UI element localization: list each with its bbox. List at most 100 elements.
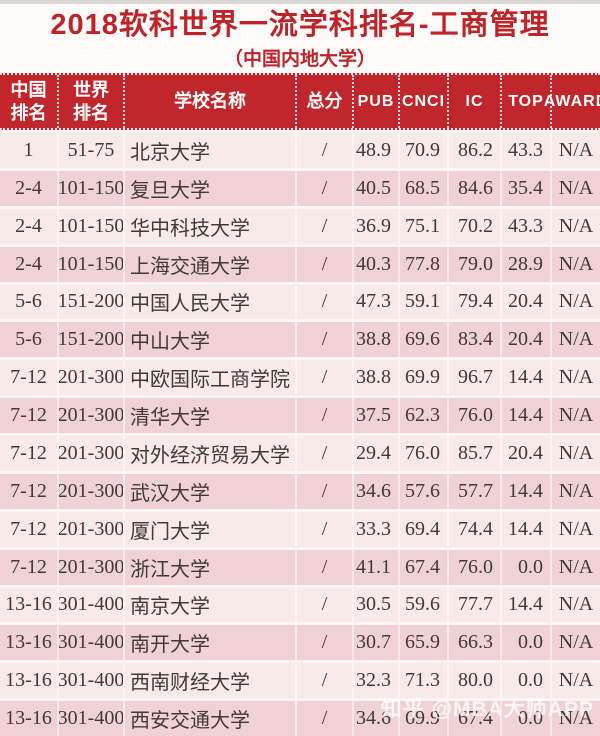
cell-ic: 85.7	[447, 436, 500, 471]
cell-top: 43.3	[500, 208, 550, 244]
page-subtitle: （中国内地大学）	[223, 48, 376, 70]
cell-total-score: /	[295, 663, 352, 699]
cell-world-rank: 201-300	[57, 511, 123, 547]
header-cnci: CNCI	[398, 75, 447, 128]
cell-top: 14.4	[500, 360, 550, 396]
table-row: 5-6 151-200 中山大学 / 38.8 69.6 83.4 20.4 N…	[0, 319, 600, 358]
cell-school-name: 北京大学	[123, 133, 295, 168]
cell-cnci: 76.0	[398, 436, 447, 471]
cell-award: N/A	[550, 701, 600, 736]
cell-award: N/A	[550, 398, 600, 433]
table-row: 7-12 201-300 对外经济贸易大学 / 29.4 76.0 85.7 2…	[0, 433, 600, 471]
cell-ic: 70.2	[447, 208, 500, 244]
header-line: 学校名称	[174, 91, 246, 112]
cell-pub: 34.6	[352, 473, 398, 509]
cell-total-score: /	[295, 436, 352, 471]
cell-pub: 38.8	[352, 360, 398, 396]
cell-pub: 47.3	[352, 284, 398, 320]
cell-school-name: 复旦大学	[123, 170, 295, 206]
cell-total-score: /	[295, 549, 352, 585]
cell-total-score: /	[295, 701, 352, 736]
cell-cn-rank: 1	[23, 138, 34, 161]
cell-pub: 48.9	[352, 133, 398, 168]
cell-world-rank: 301-400	[57, 663, 123, 699]
cell-award: N/A	[550, 587, 600, 623]
cell-ic: 79.4	[447, 284, 500, 320]
cell-top: 20.4	[500, 322, 550, 358]
table-row: 7-12 201-300 中欧国际工商学院 / 38.8 69.9 96.7 1…	[0, 357, 600, 396]
cell-award: N/A	[550, 133, 600, 168]
cell-world-rank: 201-300	[57, 398, 123, 433]
cell-cn-rank: 13-16	[5, 669, 52, 692]
cell-world-rank: 151-200	[57, 322, 123, 358]
cell-world-rank: 201-300	[57, 473, 123, 509]
header-line: 排名	[10, 102, 47, 123]
cell-pub: 34.6	[352, 701, 398, 736]
cell-award: N/A	[550, 360, 600, 396]
cell-cn-rank: 13-16	[5, 631, 52, 654]
table-row: 13-16 301-400 西南财经大学 / 32.3 71.3 80.0 0.…	[0, 660, 600, 699]
cell-ic: 76.0	[447, 549, 500, 585]
cell-award: N/A	[550, 322, 600, 358]
page-title: 2018软科世界一流学科排名-工商管理	[50, 9, 550, 42]
cell-pub: 29.4	[352, 436, 398, 471]
cell-cnci: 75.1	[398, 208, 447, 244]
cell-world-rank: 101-150	[57, 208, 123, 244]
cell-top: 20.4	[500, 436, 550, 471]
cell-award: N/A	[550, 170, 600, 206]
cell-school-name: 清华大学	[123, 398, 295, 433]
header-top: TOP	[500, 75, 550, 128]
cell-cnci: 71.3	[398, 663, 447, 699]
cell-top: 28.9	[500, 246, 550, 282]
cell-award: N/A	[550, 549, 600, 585]
cell-cn-rank: 7-12	[10, 441, 47, 464]
cell-school-name: 浙江大学	[123, 549, 295, 585]
cell-award: N/A	[550, 511, 600, 547]
cell-award: N/A	[550, 284, 600, 320]
cell-school-name: 西安交通大学	[123, 701, 295, 736]
cell-ic: 83.4	[447, 322, 500, 358]
cell-world-rank: 201-300	[57, 436, 123, 471]
cell-ic: 79.0	[447, 246, 500, 282]
cell-world-rank: 101-150	[57, 170, 123, 206]
cell-total-score: /	[295, 625, 352, 661]
cell-cn-rank: 5-6	[15, 290, 42, 313]
cell-school-name: 厦门大学	[123, 511, 295, 547]
cell-ic: 74.4	[447, 511, 500, 547]
header-line: CNCI	[401, 92, 446, 110]
cell-cnci: 69.4	[398, 511, 447, 547]
cell-cn-rank: 2-4	[15, 214, 42, 237]
table-row: 7-12 201-300 武汉大学 / 34.6 57.6 57.7 14.4 …	[0, 470, 600, 509]
cell-cn-rank: 13-16	[5, 593, 52, 616]
cell-top: 0.0	[500, 625, 550, 661]
table-row: 2-4 101-150 华中科技大学 / 36.9 75.1 70.2 43.3…	[0, 205, 600, 244]
cell-school-name: 南京大学	[123, 587, 295, 623]
cell-ic: 66.3	[447, 625, 500, 661]
header-award: AWARD	[544, 75, 600, 128]
cell-world-rank: 301-400	[57, 625, 123, 661]
table-row: 13-16 301-400 南京大学 / 30.5 59.6 77.7 14.4…	[0, 584, 600, 623]
header-pub: PUB	[352, 75, 398, 128]
cell-school-name: 华中科技大学	[123, 208, 295, 244]
cell-total-score: /	[295, 360, 352, 396]
cell-ic: 80.0	[447, 663, 500, 699]
cell-cnci: 57.6	[398, 473, 447, 509]
title-block: 2018软科世界一流学科排名-工商管理 （中国内地大学）	[0, 4, 600, 73]
cell-pub: 33.3	[352, 511, 398, 547]
table-body: 1 51-75 北京大学 / 48.9 70.9 86.2 43.3 N/A 2…	[0, 130, 600, 736]
cell-world-rank: 151-200	[57, 284, 123, 320]
cell-school-name: 南开大学	[123, 625, 295, 661]
header-school-name: 学校名称	[123, 75, 295, 128]
cell-cn-rank: 2-4	[15, 252, 42, 275]
cell-award: N/A	[550, 208, 600, 244]
cell-total-score: /	[295, 322, 352, 358]
cell-pub: 32.3	[352, 663, 398, 699]
header-line: 排名	[73, 102, 109, 123]
cell-top: 35.4	[500, 170, 550, 206]
cell-top: 14.4	[500, 473, 550, 509]
cell-top: 43.3	[500, 133, 550, 168]
cell-pub: 30.7	[352, 625, 398, 661]
cell-school-name: 西南财经大学	[123, 663, 295, 699]
table-row: 2-4 101-150 复旦大学 / 40.5 68.5 84.6 35.4 N…	[0, 167, 600, 206]
